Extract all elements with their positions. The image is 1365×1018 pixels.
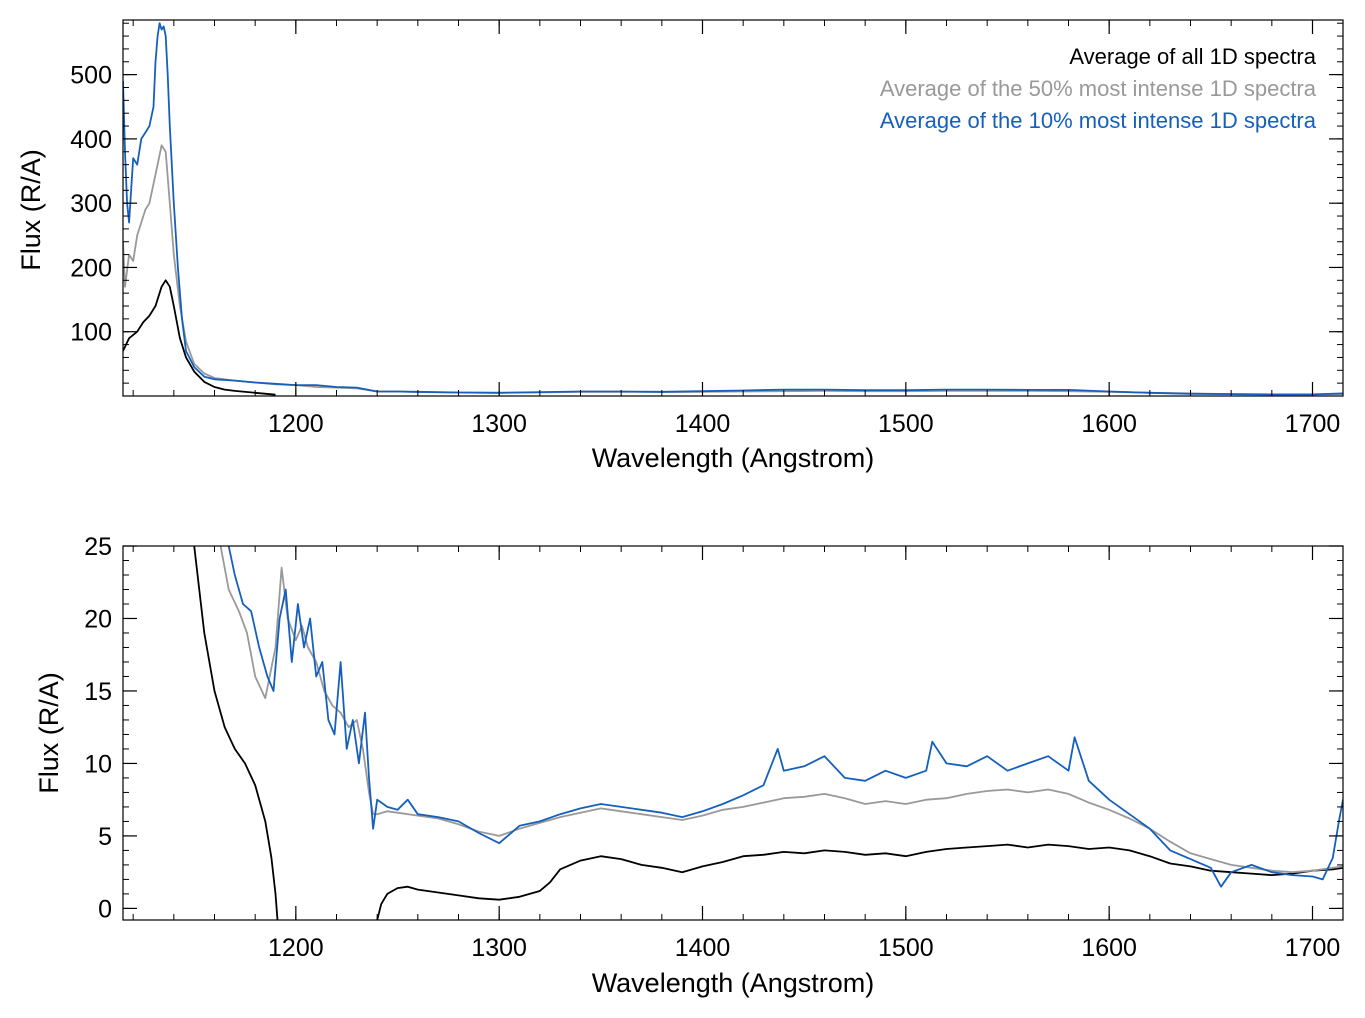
y-axis-title: Flux (R/A) xyxy=(34,672,64,794)
series-line-0 xyxy=(123,279,276,396)
y-tick-label: 500 xyxy=(70,62,112,90)
top-panel: 1200 1300 1400 1500 1600 1700 100 200 300 400 500 W… xyxy=(16,19,1344,473)
y-tick-label: 300 xyxy=(70,190,112,218)
x-tick-label: 1200 xyxy=(268,934,324,962)
bottom-panel: 1200 1300 1400 1500 1600 1700 0 5 10 15 20 25 Wavele… xyxy=(34,533,1344,998)
x-tick-label: 1600 xyxy=(1081,934,1137,962)
series-line-3 xyxy=(227,546,1343,888)
x-tick-label: 1200 xyxy=(268,410,324,438)
x-tick-label: 1700 xyxy=(1285,934,1341,962)
x-tick-label: 1500 xyxy=(878,934,934,962)
plot-frame xyxy=(122,19,1344,397)
y-tick-label: 15 xyxy=(84,678,112,706)
series-line-0 xyxy=(193,546,279,920)
y-tick-label: 10 xyxy=(84,750,112,778)
y-axis-title: Flux (R/A) xyxy=(16,149,46,271)
y-tick-label: 100 xyxy=(70,319,112,347)
x-tick-label: 1700 xyxy=(1285,410,1341,438)
x-tick-label: 1500 xyxy=(878,410,934,438)
legend: Average of all 1D spectra Average of the … xyxy=(880,44,1317,133)
x-tick-label: 1300 xyxy=(471,934,527,962)
x-axis-title: Wavelength (Angstrom) xyxy=(592,443,875,473)
y-tick-label: 400 xyxy=(70,126,112,154)
x-tick-label: 1400 xyxy=(675,410,731,438)
plot-frame xyxy=(122,545,1344,921)
series-line-1 xyxy=(123,144,1343,396)
x-tick-label: 1600 xyxy=(1081,410,1137,438)
series-group xyxy=(193,546,1343,920)
y-tick-label: 20 xyxy=(84,605,112,633)
series-line-1 xyxy=(376,843,1343,920)
legend-entry-2: Average of the 10% most intense 1D spect… xyxy=(880,108,1317,133)
y-tick-label: 0 xyxy=(98,895,112,923)
legend-entry-1: Average of the 50% most intense 1D spect… xyxy=(880,76,1317,101)
x-tick-label: 1400 xyxy=(675,934,731,962)
legend-entry-0: Average of all 1D spectra xyxy=(1069,44,1316,69)
x-axis-title: Wavelength (Angstrom) xyxy=(592,968,875,998)
x-tick-label: 1300 xyxy=(471,410,527,438)
y-tick-label: 25 xyxy=(84,533,112,561)
series-line-2 xyxy=(219,546,1343,874)
y-tick-label: 5 xyxy=(98,823,112,851)
y-tick-label: 200 xyxy=(70,254,112,282)
